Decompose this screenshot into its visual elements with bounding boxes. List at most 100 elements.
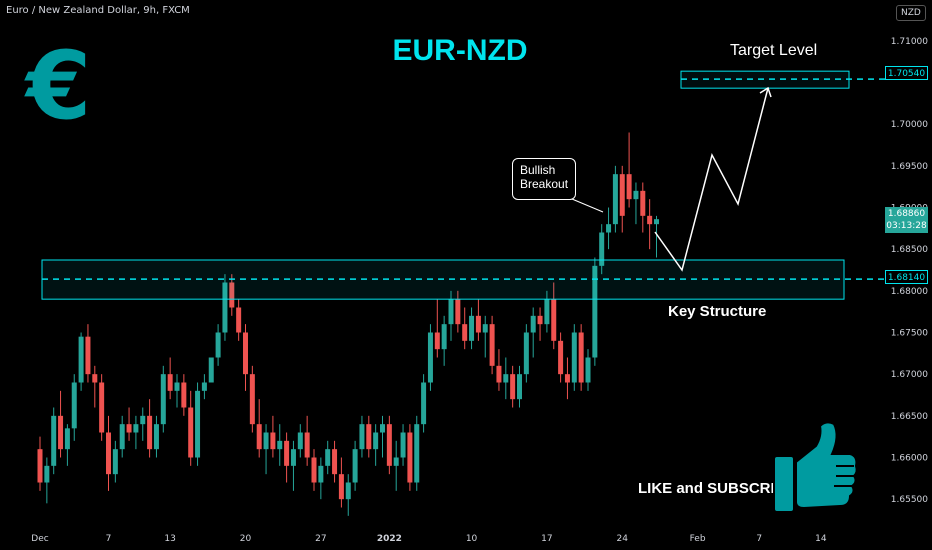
- candle-body: [153, 424, 159, 450]
- candle-body: [119, 424, 125, 450]
- candle-body: [606, 224, 612, 233]
- countdown-value: 03:13:28: [886, 221, 927, 231]
- target-price-tag: 1.70540: [885, 66, 928, 80]
- y-tick-label: 1.66500: [891, 412, 928, 422]
- x-tick-label: 10: [466, 534, 478, 544]
- candle-body: [236, 307, 242, 333]
- candle-body: [654, 219, 659, 225]
- candle-body: [489, 324, 495, 366]
- candle-body: [626, 174, 632, 200]
- x-tick-label: 7: [106, 534, 112, 544]
- candle-body: [386, 424, 392, 466]
- candle-body: [181, 382, 187, 408]
- candle-body: [551, 299, 557, 341]
- current-price-value: 1.68860: [887, 209, 926, 219]
- callout-line-2: Breakout: [520, 177, 569, 191]
- candle-body: [510, 374, 516, 400]
- candle-body: [578, 332, 584, 383]
- candle-body: [318, 465, 324, 483]
- candle-body: [256, 424, 262, 450]
- candle-body: [421, 382, 427, 425]
- x-tick-label: 2022: [377, 534, 402, 544]
- candle-body: [85, 336, 91, 375]
- current-price-tag: 1.68860 03:13:28: [885, 207, 928, 233]
- x-tick-label: 13: [164, 534, 175, 544]
- y-tick-label: 1.70000: [891, 120, 928, 130]
- y-tick-label: 1.69500: [891, 162, 928, 172]
- candle-body: [393, 457, 399, 466]
- candle-body: [160, 374, 166, 425]
- candle-body: [270, 432, 276, 450]
- candle-body: [469, 315, 475, 341]
- candle-body: [284, 440, 290, 466]
- candle-body: [647, 215, 653, 225]
- projection-arrowhead: [759, 86, 772, 98]
- candle-body: [352, 449, 358, 483]
- x-tick-label: 24: [617, 534, 629, 544]
- candle-body: [92, 374, 98, 383]
- candle-body: [517, 374, 522, 400]
- callout-pointer: [571, 198, 604, 213]
- time-axis[interactable]: Dec 7 13 20 27 2022 10 17 24 Feb 7 14: [31, 534, 827, 544]
- candle-body: [564, 374, 570, 383]
- y-tick-label: 1.67000: [891, 370, 928, 380]
- candle-body: [277, 440, 283, 450]
- x-tick-label: 7: [756, 534, 762, 544]
- candle-body: [482, 324, 488, 333]
- candle-body: [311, 457, 317, 483]
- euro-sign-icon: €: [26, 32, 92, 141]
- cta-label: LIKE and SUBSCRIBE: [638, 480, 796, 497]
- thumbs-up-icon: [773, 421, 858, 513]
- candle-body: [441, 324, 447, 350]
- candle-body: [263, 432, 269, 450]
- candle-body: [297, 432, 303, 450]
- symbol-label[interactable]: Euro / New Zealand Dollar, 9h, FXCM: [6, 5, 190, 16]
- candle-body: [243, 332, 248, 375]
- candle-body: [633, 190, 639, 200]
- x-tick-label: 17: [541, 534, 552, 544]
- y-tick-label: 1.65500: [891, 495, 928, 505]
- candle-body: [544, 299, 550, 325]
- candle-body: [400, 432, 406, 458]
- x-tick-label: 27: [315, 534, 326, 544]
- candle-body: [44, 465, 50, 483]
- candle-body: [619, 174, 625, 216]
- candle-body: [380, 424, 385, 433]
- bullish-breakout-callout: Bullish Breakout: [512, 158, 576, 200]
- y-tick-label: 1.71000: [891, 37, 928, 47]
- callout-line-1: Bullish: [520, 163, 556, 177]
- candle-body: [64, 428, 70, 450]
- candle-body: [51, 415, 57, 466]
- currency-badge[interactable]: NZD: [896, 5, 926, 21]
- y-tick-label: 1.68000: [891, 287, 928, 297]
- candle-body: [537, 315, 543, 325]
- x-tick-label: Dec: [31, 534, 48, 544]
- key-structure-label: Key Structure: [668, 303, 767, 320]
- candle-body: [530, 315, 536, 333]
- candle-body: [462, 324, 468, 341]
- chart-title: EUR-NZD: [392, 34, 528, 67]
- candle-body: [174, 382, 180, 391]
- candle-body: [585, 357, 591, 383]
- candle-body: [201, 382, 207, 391]
- candle-body: [126, 424, 132, 433]
- candle-body: [373, 432, 379, 450]
- candle-body: [455, 299, 461, 325]
- candle-body: [448, 299, 454, 325]
- candle-body: [414, 424, 420, 483]
- candle-body: [332, 449, 338, 475]
- candle-body: [222, 282, 228, 333]
- annotation-overlays: [41, 70, 885, 300]
- candle-body: [345, 482, 351, 500]
- candle-body: [147, 415, 153, 450]
- candle-body: [640, 190, 646, 216]
- candle-body: [167, 374, 173, 391]
- y-tick-label: 1.68500: [891, 245, 928, 255]
- x-tick-label: Feb: [690, 534, 706, 544]
- target-level-label: Target Level: [730, 42, 818, 59]
- x-tick-label: 14: [815, 534, 827, 544]
- candle-body: [188, 407, 194, 458]
- candle-body: [37, 449, 43, 483]
- candle-body: [133, 424, 139, 433]
